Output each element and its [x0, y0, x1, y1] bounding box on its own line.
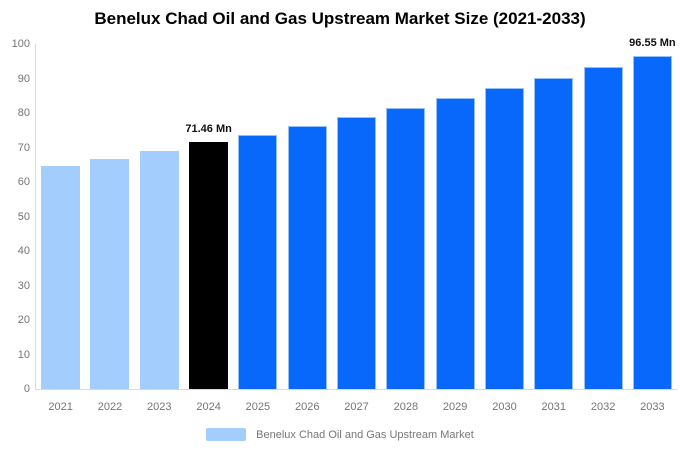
bar-2029 [435, 98, 475, 389]
bar-slot: 2030 [480, 44, 529, 413]
x-tick-label: 2032 [590, 401, 616, 413]
x-tick-label: 2031 [541, 401, 567, 413]
x-tick-label: 2023 [147, 401, 172, 413]
x-tick-label: 2022 [97, 401, 123, 413]
bar-2031 [534, 77, 574, 389]
y-axis: 0 10 20 30 40 50 60 70 80 90 100 [0, 38, 30, 395]
bar-slot: 96.55 Mn 2033 [628, 37, 677, 413]
bar-2033 [632, 55, 672, 389]
legend-swatch-icon [206, 428, 247, 441]
bar-slot: 2031 [529, 44, 578, 413]
chart-title: Benelux Chad Oil and Gas Upstream Market… [94, 9, 586, 28]
bar-slot: 2029 [431, 44, 480, 413]
bar-2030 [484, 88, 524, 389]
y-tick-label: 80 [17, 107, 30, 119]
y-tick-label: 70 [17, 141, 30, 154]
bar-2032 [583, 67, 623, 389]
x-tick-label: 2029 [442, 401, 468, 413]
y-tick-label: 30 [17, 279, 30, 292]
bar-2028 [386, 107, 426, 389]
bar-series: 2021 2022 2023 71.46 Mn 2024 2025 2026 2027 2028… [36, 37, 677, 413]
y-tick-label: 0 [23, 383, 30, 395]
bar-slot: 2022 [85, 44, 134, 413]
bar-slot: 2028 [381, 44, 430, 413]
bar-2022 [90, 158, 130, 389]
bar-2023 [139, 150, 179, 389]
bar-2026 [287, 126, 327, 389]
bar-2027 [337, 117, 377, 389]
y-tick-label: 40 [17, 245, 30, 257]
y-tick-label: 100 [11, 38, 30, 50]
x-tick-label: 2033 [640, 401, 665, 413]
y-tick-label: 50 [17, 210, 30, 223]
bar-2025 [238, 134, 278, 389]
bar-slot: 2023 [135, 44, 184, 413]
x-tick-label: 2026 [294, 401, 320, 413]
y-tick-label: 60 [17, 176, 30, 188]
legend-label: Benelux Chad Oil and Gas Upstream Market [256, 428, 474, 441]
bar-slot: 2032 [578, 44, 627, 413]
bar-slot: 2021 [36, 44, 85, 413]
y-tick-label: 20 [17, 314, 30, 326]
bar-2021 [41, 166, 81, 389]
x-tick-label: 2024 [196, 401, 221, 413]
plot-area: 2021 2022 2023 71.46 Mn 2024 2025 2026 2027 2028… [35, 37, 677, 413]
bar-slot: 71.46 Mn 2024 [184, 44, 233, 413]
x-tick-label: 2030 [492, 401, 517, 413]
bar-slot: 2027 [332, 44, 381, 413]
y-tick-label: 90 [17, 72, 30, 85]
x-tick-label: 2027 [344, 401, 369, 413]
legend: Benelux Chad Oil and Gas Upstream Market [0, 428, 680, 441]
bar-2024 [189, 142, 229, 389]
x-tick-label: 2025 [245, 401, 271, 413]
bar-value-label: 96.55 Mn [629, 36, 676, 49]
x-tick-label: 2028 [393, 401, 419, 413]
bar-value-label: 71.46 Mn [185, 123, 232, 136]
x-tick-label: 2021 [48, 401, 73, 413]
bar-slot: 2026 [283, 44, 332, 413]
y-tick-label: 10 [17, 348, 30, 361]
bar-slot: 2025 [233, 44, 282, 413]
